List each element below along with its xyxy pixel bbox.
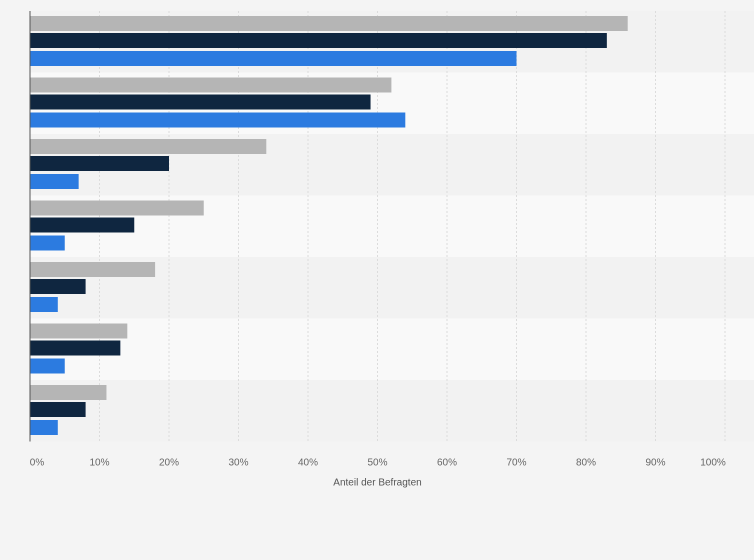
row-bands — [30, 11, 754, 442]
bar-row7-series1 — [30, 385, 107, 400]
x-tick-label: 50% — [367, 458, 387, 469]
bar-row1-series2 — [30, 33, 607, 48]
bar-row1-series3 — [30, 51, 517, 66]
bar-row7-series2 — [30, 402, 86, 417]
bar-row3-series1 — [30, 139, 267, 154]
bar-row5-series1 — [30, 262, 156, 277]
bar-row5-series2 — [30, 279, 86, 294]
bar-row4-series2 — [30, 217, 135, 233]
bar-row4-series3 — [30, 235, 65, 251]
bar-row2-series3 — [30, 112, 406, 128]
row-band-6 — [30, 318, 754, 380]
bar-row3-series3 — [30, 174, 79, 189]
x-tick-label: 100% — [700, 458, 726, 469]
bars — [30, 16, 628, 435]
x-tick-label: 10% — [89, 458, 109, 469]
x-tick-label: 60% — [437, 458, 457, 469]
x-tick-label: 30% — [228, 458, 248, 469]
bar-row7-series3 — [30, 420, 58, 435]
bar-row6-series3 — [30, 358, 65, 374]
bar-row6-series2 — [30, 340, 121, 356]
bar-row2-series1 — [30, 77, 392, 93]
bar-row2-series2 — [30, 94, 371, 110]
row-band-7 — [30, 380, 754, 442]
bar-row3-series2 — [30, 156, 169, 171]
x-tick-labels: 0% 10% 20% 30% 40% 50% 60% 70% 80% 90% 100% — [30, 458, 726, 469]
bar-row5-series3 — [30, 297, 58, 312]
bar-row4-series1 — [30, 200, 204, 216]
x-tick-label: 20% — [159, 458, 179, 469]
x-axis-title: Anteil der Befragten — [333, 478, 421, 489]
bar-row1-series1 — [30, 16, 628, 31]
x-tick-label: 40% — [298, 458, 318, 469]
x-tick-label: 70% — [506, 458, 526, 469]
x-tick-label: 90% — [645, 458, 665, 469]
x-tick-label: 80% — [576, 458, 596, 469]
bar-row6-series1 — [30, 323, 128, 339]
x-tick-label: 0% — [30, 458, 45, 469]
